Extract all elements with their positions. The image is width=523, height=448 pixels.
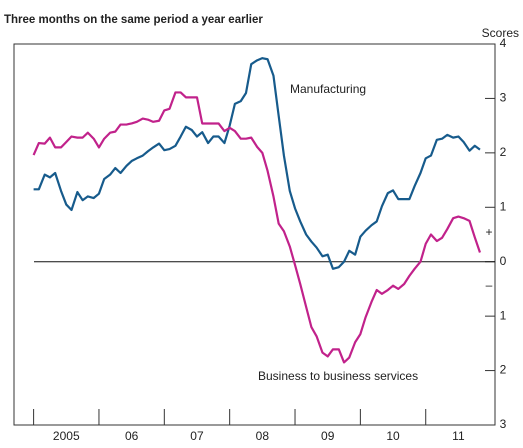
series-line (33, 57, 481, 270)
y-axis-label: Scores (482, 26, 519, 40)
x-tick-label: 07 (190, 429, 204, 443)
x-tick-label: 10 (386, 429, 400, 443)
x-tick-label: 06 (125, 429, 139, 443)
y-tick-label: 0 (500, 254, 507, 268)
y-tick-label: 1 (500, 199, 507, 213)
series-label: Manufacturing (290, 82, 366, 96)
series-line (32, 91, 482, 364)
y-tick-label: 2 (500, 145, 507, 159)
y-tick-label: 1 (500, 308, 507, 322)
plot-frame (13, 43, 496, 426)
x-tick-label: 11 (452, 429, 465, 443)
y-tick-label: 2 (500, 363, 507, 377)
y-tick-label: 4 (500, 36, 507, 50)
x-tick-label: 08 (256, 429, 270, 443)
y-tick-label: 3 (500, 417, 507, 431)
minus-sign: – (486, 278, 493, 292)
series-label: Business to business services (258, 369, 418, 383)
x-tick-label: 2005 (53, 429, 80, 443)
chart-title: Three months on the same period a year e… (4, 14, 263, 26)
plus-sign: + (485, 225, 492, 239)
y-tick-label: 3 (500, 91, 507, 105)
x-tick-label: 09 (321, 429, 335, 443)
